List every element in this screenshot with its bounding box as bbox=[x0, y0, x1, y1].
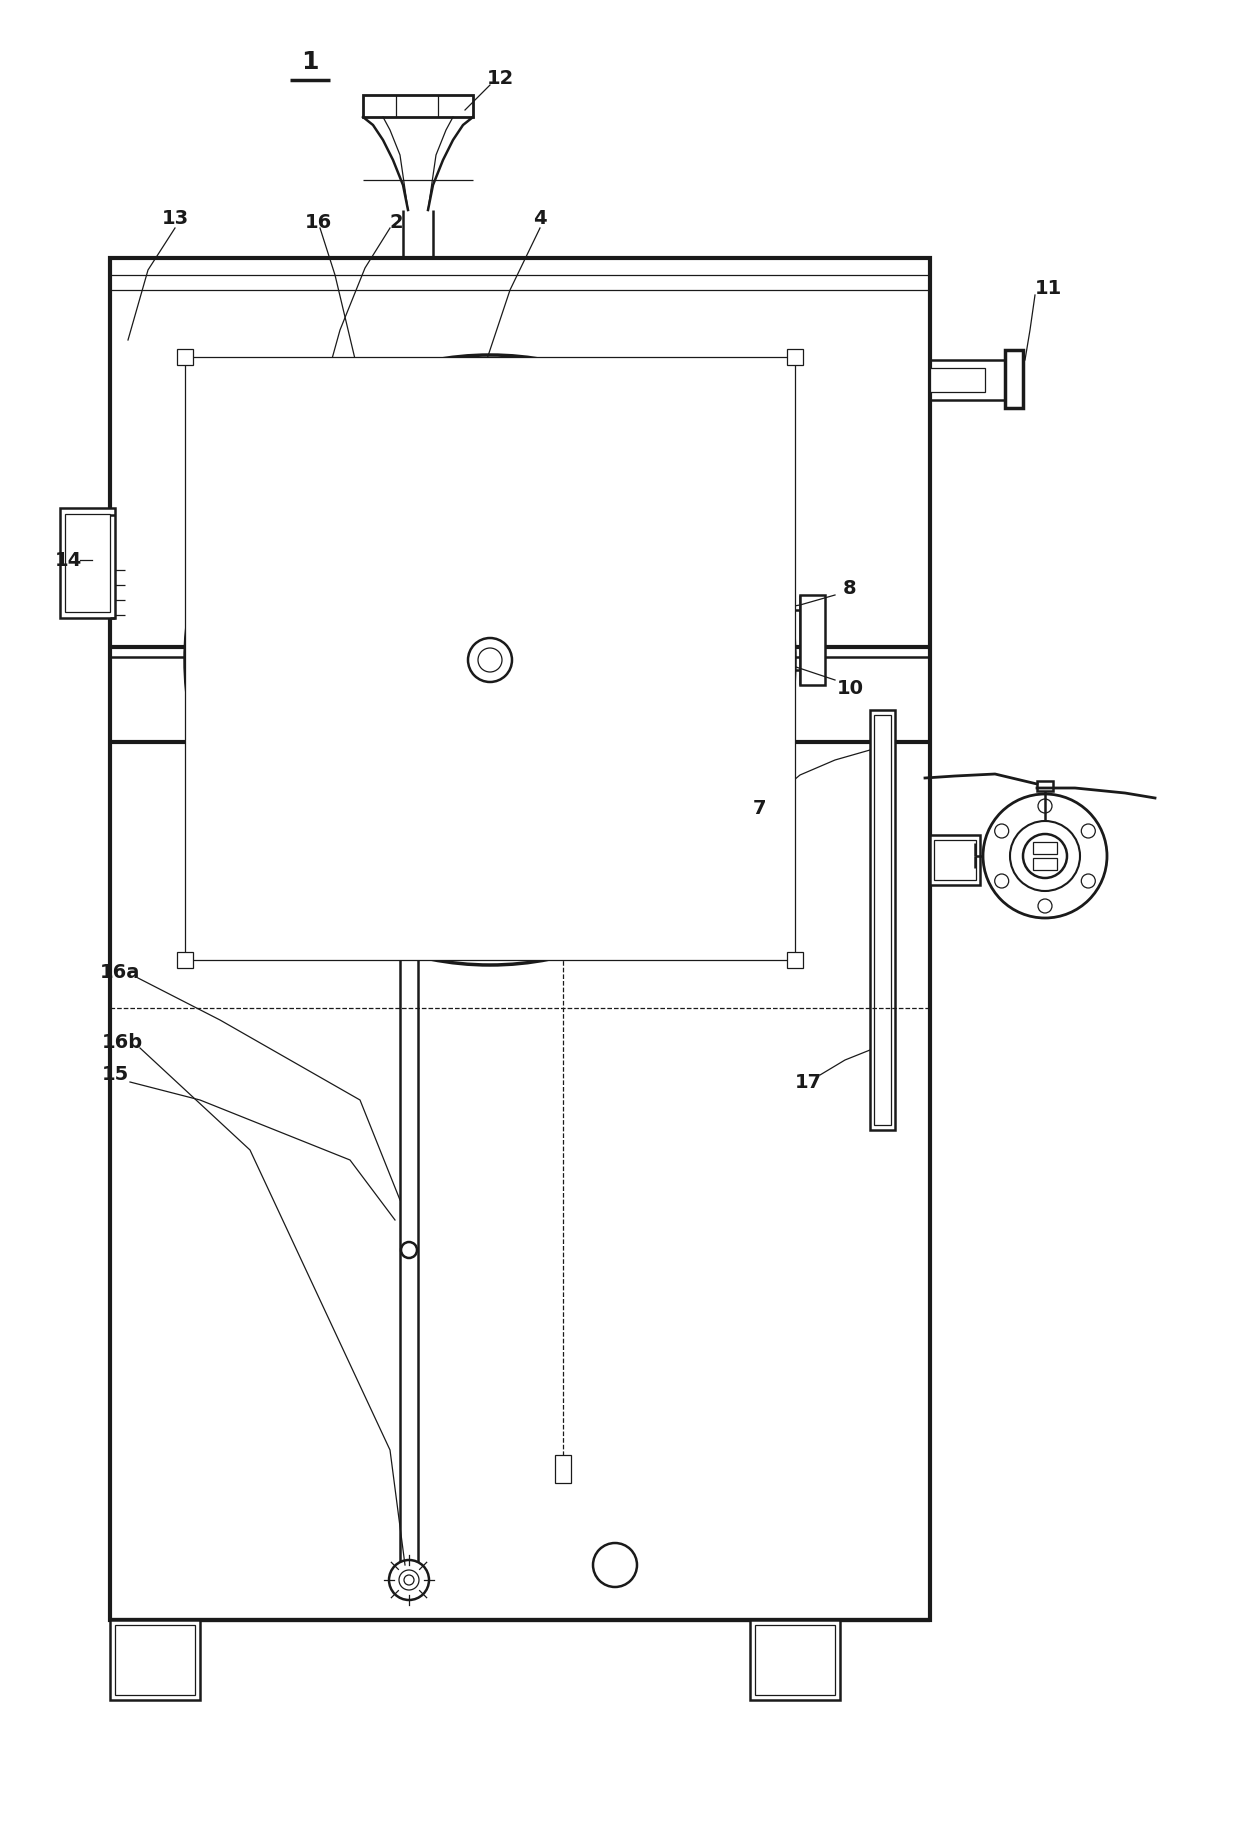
Text: 17: 17 bbox=[795, 1072, 822, 1091]
Bar bbox=[110, 1621, 200, 1699]
Circle shape bbox=[994, 824, 1008, 839]
Bar bbox=[363, 95, 472, 117]
Circle shape bbox=[389, 1560, 429, 1600]
Circle shape bbox=[233, 508, 249, 524]
Bar bbox=[1033, 842, 1056, 853]
Circle shape bbox=[1011, 820, 1080, 892]
Circle shape bbox=[482, 365, 498, 382]
Bar bbox=[625, 901, 641, 917]
Bar bbox=[769, 652, 785, 669]
Circle shape bbox=[994, 873, 1008, 888]
Circle shape bbox=[482, 939, 498, 956]
Circle shape bbox=[425, 596, 556, 725]
Bar bbox=[787, 952, 804, 968]
Bar bbox=[177, 952, 193, 968]
Circle shape bbox=[402, 610, 415, 625]
Circle shape bbox=[730, 795, 746, 811]
Circle shape bbox=[401, 1242, 417, 1259]
Circle shape bbox=[482, 652, 498, 669]
Circle shape bbox=[663, 621, 701, 658]
Bar bbox=[301, 457, 399, 524]
Text: 4: 4 bbox=[533, 208, 547, 228]
Bar bbox=[339, 901, 355, 917]
Bar bbox=[185, 356, 795, 959]
Bar bbox=[1037, 780, 1053, 791]
Bar bbox=[787, 349, 804, 365]
Bar bbox=[110, 258, 930, 1621]
Circle shape bbox=[1081, 873, 1095, 888]
Text: 16a: 16a bbox=[99, 963, 140, 981]
Bar bbox=[874, 714, 892, 1125]
Bar bbox=[755, 1624, 835, 1695]
Text: 16b: 16b bbox=[102, 1032, 143, 1052]
Bar bbox=[177, 349, 193, 365]
Text: 14: 14 bbox=[55, 550, 82, 570]
Circle shape bbox=[404, 1575, 414, 1586]
Circle shape bbox=[477, 649, 502, 672]
Text: 8: 8 bbox=[843, 579, 857, 597]
Bar bbox=[115, 1624, 195, 1695]
Bar bbox=[870, 711, 895, 1131]
Circle shape bbox=[600, 561, 760, 720]
Text: 16: 16 bbox=[304, 212, 331, 232]
Circle shape bbox=[652, 610, 712, 671]
Polygon shape bbox=[309, 1231, 399, 1264]
Circle shape bbox=[233, 795, 249, 811]
Circle shape bbox=[1081, 824, 1095, 839]
Bar bbox=[64, 513, 110, 612]
Text: 2: 2 bbox=[389, 212, 403, 232]
Bar bbox=[60, 508, 115, 618]
Circle shape bbox=[1023, 833, 1066, 879]
Circle shape bbox=[401, 570, 580, 751]
Circle shape bbox=[1038, 899, 1052, 914]
Text: 7: 7 bbox=[753, 798, 766, 817]
Bar bbox=[645, 590, 720, 691]
Bar bbox=[339, 404, 355, 420]
Bar bbox=[195, 652, 211, 669]
Bar bbox=[625, 404, 641, 420]
Bar bbox=[934, 840, 976, 881]
Bar bbox=[750, 1621, 839, 1699]
Text: 1: 1 bbox=[301, 49, 319, 75]
Text: 12: 12 bbox=[486, 68, 513, 88]
Circle shape bbox=[593, 1544, 637, 1588]
Bar bbox=[556, 1454, 570, 1484]
Circle shape bbox=[983, 795, 1107, 917]
Circle shape bbox=[730, 508, 746, 524]
Circle shape bbox=[399, 1569, 419, 1589]
Circle shape bbox=[1038, 798, 1052, 813]
Circle shape bbox=[467, 638, 512, 681]
Text: 11: 11 bbox=[1034, 278, 1061, 298]
Bar bbox=[1033, 859, 1056, 870]
Circle shape bbox=[185, 354, 795, 965]
Bar bbox=[295, 449, 405, 530]
Bar bbox=[295, 530, 405, 548]
Circle shape bbox=[396, 605, 423, 632]
Polygon shape bbox=[419, 1231, 508, 1264]
Bar bbox=[930, 367, 985, 393]
Text: 15: 15 bbox=[102, 1065, 129, 1085]
Circle shape bbox=[224, 395, 755, 924]
Bar bbox=[320, 470, 379, 510]
Text: 13: 13 bbox=[161, 208, 188, 228]
Bar bbox=[800, 596, 825, 685]
Text: 10: 10 bbox=[837, 678, 863, 698]
Bar bbox=[930, 835, 980, 884]
Bar bbox=[1004, 351, 1023, 407]
Circle shape bbox=[453, 621, 528, 698]
